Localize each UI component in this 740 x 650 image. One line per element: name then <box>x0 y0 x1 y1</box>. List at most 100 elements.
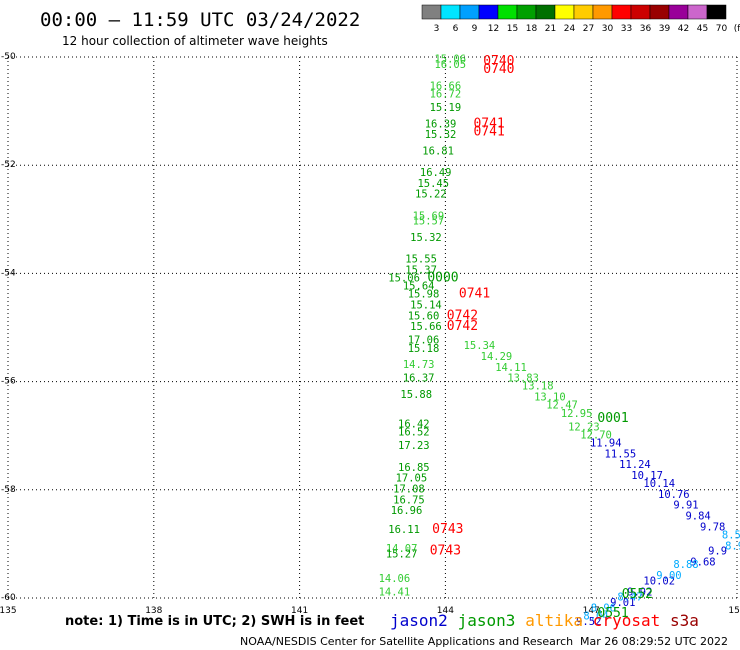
wave-height-label: 14.41 <box>379 586 411 598</box>
time-label: 0741 <box>473 124 504 139</box>
wave-height-label: 13.18 <box>522 381 554 393</box>
wave-height-label: 15.98 <box>408 289 440 301</box>
colorbar-swatch <box>668 4 689 20</box>
time-label: 0743 <box>430 544 461 559</box>
x-tick-label: 138 <box>145 606 162 616</box>
wave-height-label: 15.22 <box>415 189 447 201</box>
colorbar-swatch <box>554 4 575 20</box>
wave-height-label: 9.68 <box>690 557 715 569</box>
series-jason3: 15.0616.0516.6616.7215.1916.3915.3216.81… <box>379 53 612 598</box>
colorbar-label: 36 <box>640 24 652 34</box>
colorbar-label: 21 <box>545 24 556 34</box>
colorbar-label: 6 <box>453 24 459 34</box>
wave-height-label: 16.52 <box>398 427 430 439</box>
wave-height-label: 14.06 <box>379 573 411 585</box>
wave-height-label: 16.49 <box>420 167 452 179</box>
footer-note: note: 1) Time is in UTC; 2) SWH is in fe… <box>65 614 364 629</box>
wave-height-label: 13.10 <box>534 392 566 404</box>
y-tick-label: -54 <box>1 268 16 278</box>
colorbar-label: 3 <box>434 24 440 34</box>
colorbar-label: 27 <box>583 24 594 34</box>
time-label: 0741 <box>473 116 504 131</box>
wave-height-label: 10.17 <box>631 470 663 482</box>
wave-height-label: 15.57 <box>413 216 445 228</box>
wave-height-label: 8.96 <box>591 603 616 615</box>
wave-height-label: 13.83 <box>507 373 539 385</box>
x-tick-label: 147 <box>583 606 600 616</box>
legend-jason3: jason3 <box>458 611 516 630</box>
chart-subtitle: 12 hour collection of altimeter wave hei… <box>62 34 328 48</box>
colorbar-label: 70 <box>716 24 728 34</box>
time-label: 0740 <box>483 54 514 69</box>
series-jason3-time: 0000 0001 0552 0551 <box>427 271 653 621</box>
colorbar-label: 12 <box>488 24 499 34</box>
wave-height-label: 12.95 <box>561 408 593 420</box>
wave-height-label: 9.9 <box>708 546 727 558</box>
wave-height-label: 15.55 <box>405 254 437 266</box>
wave-height-label: 9.84 <box>685 511 710 523</box>
wave-height-label: 16.39 <box>425 118 457 130</box>
chart-grid <box>7 56 738 599</box>
wave-height-label: 15.60 <box>408 310 440 322</box>
wave-height-label: 15.69 <box>413 210 445 222</box>
x-tick-label: 135 <box>0 606 17 616</box>
wave-height-label: 8.04 <box>583 611 608 623</box>
wave-height-label: 12.23 <box>568 421 600 433</box>
wave-height-label: 9.00 <box>656 570 681 582</box>
wave-height-label: 8.47 <box>617 592 642 604</box>
legend-s3a: s3a <box>670 611 699 630</box>
wave-height-label: 15.14 <box>410 300 442 312</box>
wave-height-label: 15.37 <box>405 264 437 276</box>
wave-height-label: 12.70 <box>580 429 612 441</box>
colorbar-label: 30 <box>602 24 614 34</box>
series-jason2: 11.9411.5511.2410.1710.1410.769.919.849.… <box>576 438 725 629</box>
y-tick-label: -56 <box>1 377 16 387</box>
time-label: 0742 <box>447 319 478 334</box>
x-tick-label: 141 <box>291 606 308 616</box>
wave-height-label: 15.34 <box>464 340 496 352</box>
wave-height-label: 16.05 <box>434 59 466 71</box>
wave-height-label: 15.06 <box>388 273 420 285</box>
wave-height-label: 17.06 <box>408 335 440 347</box>
wave-height-label: 10.02 <box>643 575 675 587</box>
colorbar-label: (ft) <box>734 24 740 34</box>
colorbar-swatch <box>687 4 708 20</box>
wave-height-label: 14.73 <box>403 359 435 371</box>
chart-marks: 15.0616.0516.6616.7215.1916.3915.3216.81… <box>379 53 740 628</box>
wave-height-label: 10.14 <box>643 478 675 490</box>
colorbar-swatch <box>630 4 651 20</box>
wave-height-label: 17.05 <box>396 473 428 485</box>
time-label: 0742 <box>447 308 478 323</box>
wave-height-label: 15.45 <box>417 178 449 190</box>
colorbar-label: 9 <box>472 24 478 34</box>
wave-height-label: 9.01 <box>610 597 635 609</box>
colorbar-swatch <box>478 4 499 20</box>
colorbar-swatch <box>516 4 537 20</box>
wave-height-label: 10.76 <box>658 489 690 501</box>
colorbar-label: 45 <box>697 24 708 34</box>
time-label: 0551 <box>597 606 628 621</box>
colorbar-label: 18 <box>526 24 538 34</box>
wave-height-label: 8.55 <box>722 529 740 541</box>
y-tick-label: -52 <box>1 160 16 170</box>
wave-height-label: 16.11 <box>388 524 420 536</box>
footer-credit: NOAA/NESDIS Center for Satellite Applica… <box>240 635 573 648</box>
wave-height-label: 12.47 <box>546 400 578 412</box>
satellite-legend: jason2 jason3 altika cryosat s3a <box>390 611 699 630</box>
wave-height-label: 9.78 <box>700 521 725 533</box>
wave-height-label: 17.08 <box>393 484 425 496</box>
colorbar-swatch <box>592 4 613 20</box>
wave-height-label: 15.88 <box>400 389 432 401</box>
time-label: 0552 <box>622 587 653 602</box>
wave-height-label: 17.23 <box>398 440 430 452</box>
y-tick-label: -58 <box>1 485 16 495</box>
colorbar-label: 24 <box>564 24 576 34</box>
y-tick-label: -50 <box>1 52 16 62</box>
colorbar-swatch <box>497 4 518 20</box>
wave-height-label: 15.18 <box>408 343 440 355</box>
time-label: 0740 <box>483 62 514 77</box>
wave-height-label: 15.64 <box>403 281 435 293</box>
x-tick-label: 150 <box>728 606 740 616</box>
